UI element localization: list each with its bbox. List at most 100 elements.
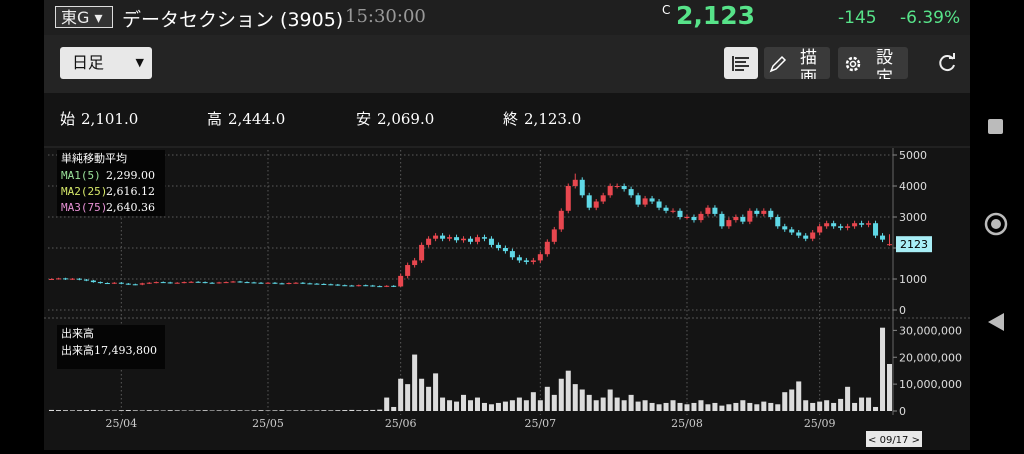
y-tick-label: 5000: [899, 149, 927, 162]
candle-body: [307, 283, 313, 285]
volume-bar: [419, 378, 425, 411]
candle-body: [342, 285, 348, 287]
volume-bar: [663, 402, 669, 411]
volume-bar: [621, 400, 627, 411]
volume-bar: [363, 410, 369, 411]
candle-body: [845, 226, 851, 228]
volume-bar: [796, 381, 802, 411]
volume-bar: [705, 404, 711, 411]
volume-bar: [83, 410, 89, 411]
volume-bar: [810, 402, 816, 411]
candle-body: [817, 226, 823, 233]
volume-bar: [111, 410, 117, 411]
volume-bar: [586, 394, 592, 411]
summary-value: 2,444.0: [228, 110, 286, 128]
candle-body: [258, 282, 264, 284]
candle-body: [286, 283, 292, 285]
volume-bar: [461, 394, 467, 411]
candle-body: [412, 260, 418, 266]
x-tick-label: 25/05: [252, 417, 284, 430]
ma-legend-name: MA2(25): [61, 185, 107, 198]
candle-body: [551, 229, 557, 242]
volume-bar: [600, 397, 606, 411]
candle-body: [370, 285, 376, 287]
candle-body: [314, 283, 320, 285]
candle-body: [265, 282, 271, 284]
candle-body: [202, 282, 208, 284]
candle-body: [195, 281, 201, 283]
volume-bar: [698, 400, 704, 411]
ma-legend-value: 2,299.00: [106, 169, 155, 182]
volume-bar: [244, 410, 250, 411]
volume-bar: [726, 404, 732, 411]
settings-button[interactable]: 設定: [838, 47, 908, 79]
candle-body: [886, 244, 893, 246]
candle-body: [733, 217, 739, 221]
volume-bar: [209, 410, 215, 411]
candle-body: [405, 265, 411, 276]
candle-body: [642, 198, 648, 205]
candle-body: [111, 282, 117, 284]
candle-body: [447, 237, 453, 239]
volume-bar: [740, 400, 746, 411]
ma-legend-bg: [57, 150, 165, 216]
x-tick-label: 25/07: [524, 417, 556, 430]
candle-body: [789, 229, 795, 233]
period-select[interactable]: 日足 ▼: [60, 47, 152, 79]
candle-body: [691, 217, 697, 221]
volume-bar: [817, 401, 823, 411]
candle-body: [349, 285, 355, 287]
candle-body: [544, 241, 550, 255]
candle-body: [600, 195, 606, 202]
y-tick-label: 3000: [899, 211, 927, 224]
candle-body: [300, 282, 306, 284]
candle-body: [509, 251, 515, 258]
volume-bar: [167, 410, 173, 411]
volume-bar: [160, 410, 166, 411]
volume-bar: [447, 400, 453, 411]
back-button[interactable]: [988, 313, 1004, 331]
home-button[interactable]: [984, 212, 1008, 236]
candle-body: [125, 283, 131, 285]
volume-bar: [544, 386, 550, 411]
draw-label: 描画: [800, 48, 817, 79]
volume-bar: [293, 410, 299, 411]
candle-body: [873, 223, 879, 236]
candle-body: [363, 285, 369, 287]
volume-bar: [859, 397, 865, 411]
market-select[interactable]: 東G ▾: [55, 6, 113, 28]
volume-bar: [279, 410, 285, 411]
candle-body: [433, 235, 439, 239]
nav-bar: [970, 0, 1024, 450]
y-tick-label: 1000: [899, 273, 927, 286]
settings-label: 設定: [876, 48, 893, 79]
volume-bar: [642, 400, 648, 411]
list-button[interactable]: [724, 47, 758, 79]
candle-body: [97, 282, 103, 284]
volume-bar: [873, 406, 879, 411]
volume-bar: [761, 401, 767, 411]
candle-body: [677, 210, 683, 217]
volume-bar: [782, 392, 788, 411]
ma-legend-value: 2,616.12: [106, 185, 155, 198]
candle-body: [474, 237, 480, 242]
volume-legend-value: 17,493,800: [94, 344, 157, 357]
volume-bar: [125, 410, 131, 411]
recent-button[interactable]: [988, 119, 1003, 134]
volume-bar: [684, 404, 690, 411]
volume-bar: [712, 402, 718, 411]
ma-legend-name: MA1(5): [61, 169, 101, 182]
volume-bar: [509, 400, 515, 411]
volume-bar: [467, 400, 474, 411]
candle-body: [775, 217, 781, 227]
candle-body: [726, 220, 732, 227]
volume-bar: [656, 404, 662, 411]
x-tick-label: 25/04: [105, 417, 137, 430]
volume-bar: [754, 404, 760, 411]
draw-button[interactable]: 描画: [764, 47, 830, 79]
refresh-icon[interactable]: [936, 52, 958, 74]
volume-bar: [481, 402, 487, 411]
candle-body: [684, 217, 690, 218]
volume-bar: [426, 386, 432, 411]
volume-bar: [62, 410, 68, 411]
